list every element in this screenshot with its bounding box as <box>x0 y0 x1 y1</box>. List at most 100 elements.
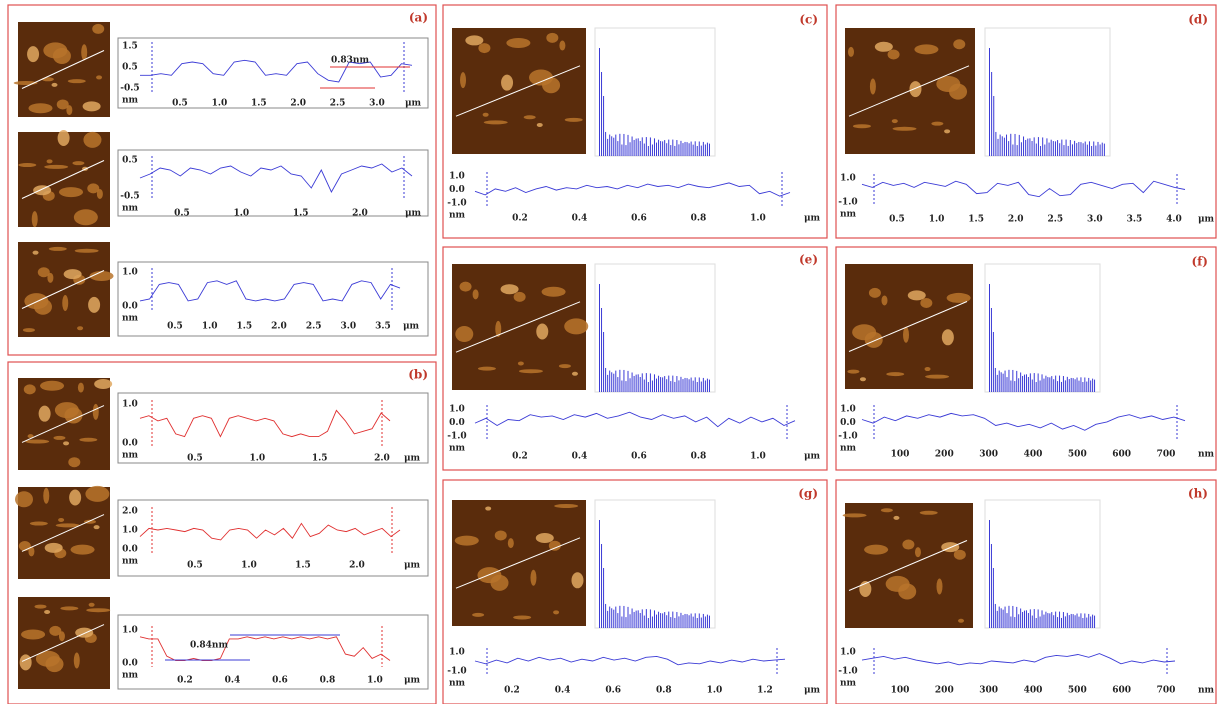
histogram-bar <box>1084 377 1085 392</box>
afm-feature <box>455 536 479 546</box>
x-tick-label: 300 <box>979 686 998 696</box>
histogram-bar <box>1070 140 1071 156</box>
histogram-bar <box>1051 612 1052 628</box>
afm-feature <box>34 605 46 609</box>
afm-feature <box>15 491 33 507</box>
histogram-bar <box>646 373 647 392</box>
y-tick-label: 0.0 <box>449 418 465 428</box>
histogram-bar <box>691 142 692 156</box>
histogram-bar <box>1068 146 1069 156</box>
histogram-bar <box>1020 372 1021 392</box>
histogram-bar <box>668 140 669 156</box>
histogram-bar <box>603 96 604 156</box>
histogram-bar <box>625 381 626 392</box>
y-tick-label: 1.0 <box>449 405 465 415</box>
afm-feature <box>472 613 484 617</box>
y-unit: nm <box>122 557 139 567</box>
afm-feature <box>74 209 98 225</box>
histogram-bar <box>1019 135 1020 156</box>
afm-feature <box>485 507 491 511</box>
y-tick-label: 1.5 <box>122 42 138 52</box>
histogram-bar <box>685 614 686 628</box>
y-tick-label: -0.5 <box>120 84 139 94</box>
histogram-bar <box>609 135 610 156</box>
x-tick-label: 0.5 <box>187 454 203 464</box>
histogram-bar <box>1069 379 1070 392</box>
height-profile <box>475 656 785 664</box>
histogram-bar <box>1085 142 1086 156</box>
histogram-bar <box>1077 614 1078 628</box>
histogram-frame <box>985 500 1100 628</box>
histogram-bar <box>707 379 708 392</box>
x-tick-label: 1.0 <box>249 454 265 464</box>
histogram-bar <box>991 72 992 156</box>
afm-feature <box>24 384 36 394</box>
histogram-bar <box>642 137 643 156</box>
afm-feature <box>77 326 83 330</box>
x-tick-label: 1.0 <box>212 99 228 109</box>
histogram-bar <box>689 143 690 156</box>
histogram-bar <box>1018 378 1019 392</box>
histogram-bar <box>1038 137 1039 156</box>
histogram-bar <box>1057 617 1058 628</box>
histogram-bar <box>621 616 622 628</box>
afm-feature <box>942 329 954 345</box>
afm-feature <box>20 654 32 670</box>
histogram-bar <box>991 308 992 392</box>
histogram-bar <box>1082 618 1083 628</box>
afm-feature <box>892 119 898 123</box>
histogram-bar <box>623 370 624 392</box>
x-tick-label: 700 <box>1157 450 1176 460</box>
histogram-bar <box>1061 382 1062 392</box>
histogram-bar <box>617 141 618 156</box>
afm-feature <box>501 75 513 91</box>
histogram-bar <box>1092 379 1093 392</box>
histogram-bar <box>613 374 614 392</box>
histogram-bar <box>1097 142 1098 156</box>
y-tick-label: 1.0 <box>122 626 138 636</box>
histogram-bar <box>1057 140 1058 156</box>
histogram-bar <box>617 377 618 392</box>
afm-feature <box>530 570 536 586</box>
x-tick-label: 1.5 <box>312 454 328 464</box>
x-tick-label: 0.8 <box>656 686 672 696</box>
histogram-bar <box>1090 616 1091 628</box>
histogram-bar <box>1063 612 1064 628</box>
afm-feature <box>925 375 949 379</box>
histogram-bar <box>605 368 606 392</box>
histogram-bar <box>634 612 635 628</box>
x-tick-label: 2.0 <box>290 99 306 109</box>
afm-feature <box>958 619 964 623</box>
afm-feature <box>477 567 501 583</box>
histogram-bar <box>1095 146 1096 156</box>
afm-feature <box>79 438 97 442</box>
x-tick-label: 600 <box>1112 450 1131 460</box>
afm-feature <box>68 457 80 467</box>
panel-label: (f) <box>1191 255 1208 269</box>
afm-feature <box>529 70 553 86</box>
histogram-bar <box>1016 607 1017 628</box>
afm-feature <box>53 436 65 440</box>
histogram-bar <box>664 612 665 628</box>
histogram-bar <box>676 376 677 392</box>
histogram-bar <box>1032 380 1033 392</box>
afm-feature <box>52 83 58 87</box>
x-tick-label: 0.2 <box>512 214 528 224</box>
histogram-bar <box>682 615 683 628</box>
histogram-bar <box>1063 145 1064 156</box>
afm-feature <box>59 187 83 197</box>
afm-feature <box>495 530 507 540</box>
histogram-bar <box>611 608 612 628</box>
histogram-bar <box>991 544 992 628</box>
histogram-bar <box>685 142 686 156</box>
histogram-bar <box>1073 614 1074 628</box>
afm-feature <box>78 383 84 393</box>
x-tick-label: 4.0 <box>1166 215 1182 225</box>
afm-feature <box>58 130 70 146</box>
x-tick-label: 2.5 <box>1047 215 1063 225</box>
y-tick-label: 0.0 <box>840 418 856 428</box>
y-tick-label: 0.0 <box>449 185 465 195</box>
afm-feature <box>864 545 888 555</box>
histogram-bar <box>1049 613 1050 628</box>
y-unit: nm <box>449 444 466 454</box>
